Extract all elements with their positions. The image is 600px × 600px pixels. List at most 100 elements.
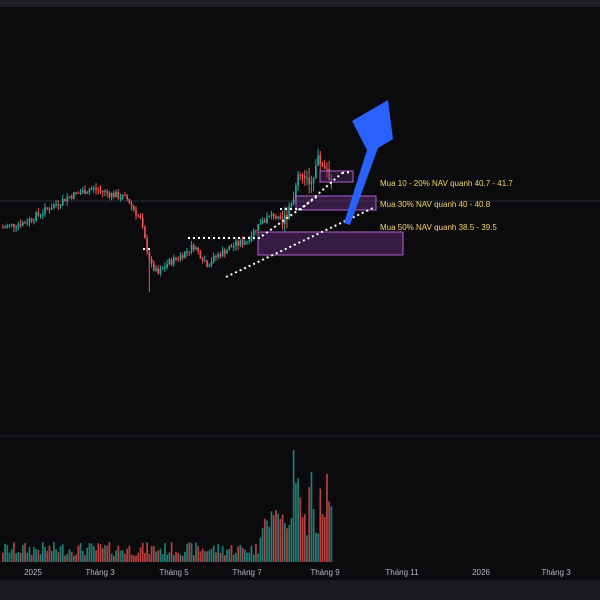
volume-bar bbox=[308, 486, 311, 562]
candle-body bbox=[215, 255, 217, 258]
candle-body bbox=[28, 218, 31, 223]
candle-body bbox=[101, 190, 104, 193]
candle-body bbox=[297, 174, 299, 186]
dotted-line-top-stub[interactable] bbox=[341, 171, 353, 174]
zone-buy-10-20pct[interactable] bbox=[319, 170, 354, 183]
volume-bar bbox=[283, 523, 286, 562]
dotted-trendline-mid[interactable] bbox=[261, 195, 319, 237]
candle-body bbox=[330, 178, 333, 181]
volume-bar bbox=[130, 554, 133, 562]
x-tick-label: 2026 bbox=[472, 568, 490, 577]
candle-body bbox=[99, 190, 102, 192]
volume-bar bbox=[86, 547, 89, 562]
candle-body bbox=[261, 220, 264, 224]
volume-bar bbox=[13, 542, 15, 562]
candle-body bbox=[175, 257, 177, 259]
candle-body bbox=[197, 247, 200, 251]
candle-body bbox=[88, 189, 91, 193]
candle-body bbox=[8, 224, 11, 226]
candle-body bbox=[288, 206, 291, 219]
volume-bar bbox=[330, 506, 333, 562]
candle-body bbox=[77, 192, 80, 194]
volume-bar bbox=[110, 553, 113, 562]
volume-bar bbox=[115, 550, 117, 562]
x-tick-label: Tháng 5 bbox=[159, 568, 189, 577]
volume-bar bbox=[137, 552, 140, 562]
volume-bar bbox=[297, 478, 299, 562]
volume-bar bbox=[261, 528, 264, 562]
volume-bar bbox=[263, 518, 266, 562]
volume-bar bbox=[317, 533, 319, 562]
volume-bar bbox=[104, 545, 106, 562]
candle-body bbox=[168, 259, 171, 265]
candle-body bbox=[141, 217, 144, 228]
volume-bar bbox=[39, 554, 42, 562]
candle-body bbox=[255, 230, 257, 232]
candle-body bbox=[306, 177, 308, 179]
volume-bar bbox=[21, 545, 24, 562]
volume-bar bbox=[30, 554, 33, 562]
volume-bar bbox=[97, 543, 100, 562]
candle-body bbox=[48, 208, 51, 210]
candle-body bbox=[263, 220, 266, 223]
candle-body bbox=[4, 227, 6, 229]
volume-bar bbox=[139, 547, 142, 562]
volume-bar bbox=[68, 549, 71, 562]
volume-bar bbox=[17, 552, 20, 562]
volume-bars bbox=[2, 450, 333, 562]
candle-body bbox=[19, 224, 22, 226]
volume-bar bbox=[95, 550, 97, 562]
candle-body bbox=[139, 215, 142, 218]
candle-body bbox=[75, 192, 77, 194]
dotted-trendline-upper[interactable] bbox=[299, 172, 343, 211]
candle-body bbox=[219, 254, 222, 257]
volume-bar bbox=[326, 473, 328, 562]
candle-body bbox=[201, 258, 204, 261]
volume-bar bbox=[168, 552, 171, 562]
candle-body bbox=[272, 213, 275, 217]
candle-body bbox=[170, 259, 173, 265]
candle-body bbox=[166, 264, 168, 268]
candle-body bbox=[184, 251, 186, 258]
volume-bar bbox=[41, 542, 44, 562]
candle-body bbox=[241, 240, 244, 245]
candle-body bbox=[172, 257, 175, 265]
volume-bar bbox=[275, 510, 277, 562]
volume-bar bbox=[177, 552, 180, 562]
volume-bar bbox=[26, 552, 29, 562]
volume-bar bbox=[2, 552, 4, 562]
volume-bar bbox=[321, 514, 324, 562]
volume-bar bbox=[10, 549, 13, 562]
candle-body bbox=[146, 238, 148, 252]
volume-bar bbox=[181, 555, 184, 562]
candle-body bbox=[248, 240, 251, 242]
candle-body bbox=[179, 255, 182, 260]
candle-body bbox=[230, 246, 233, 248]
volume-bar bbox=[255, 543, 257, 562]
up-arrow-icon[interactable] bbox=[344, 100, 393, 225]
candle-body bbox=[70, 196, 73, 199]
candle-body bbox=[46, 207, 49, 209]
candle-body bbox=[328, 168, 331, 181]
volume-bar bbox=[135, 555, 137, 562]
candle-body bbox=[317, 155, 319, 166]
candle-body bbox=[226, 250, 228, 254]
volume-bar bbox=[53, 542, 55, 562]
candlestick-series bbox=[2, 148, 333, 293]
candle-body bbox=[41, 213, 44, 215]
volume-bar bbox=[144, 553, 146, 562]
candle-body bbox=[252, 230, 255, 237]
volume-bar bbox=[224, 555, 226, 562]
zone-buy-50pct[interactable] bbox=[257, 231, 404, 256]
volume-bar bbox=[126, 548, 129, 562]
volume-bar bbox=[172, 555, 175, 562]
candle-body bbox=[37, 212, 40, 215]
volume-bar bbox=[37, 549, 40, 562]
x-tick-label: Tháng 3 bbox=[541, 568, 571, 577]
candle-body bbox=[66, 197, 69, 202]
volume-bar bbox=[270, 511, 273, 562]
volume-bar bbox=[6, 545, 9, 562]
volume-bar bbox=[281, 514, 284, 562]
volume-bar bbox=[132, 555, 135, 562]
